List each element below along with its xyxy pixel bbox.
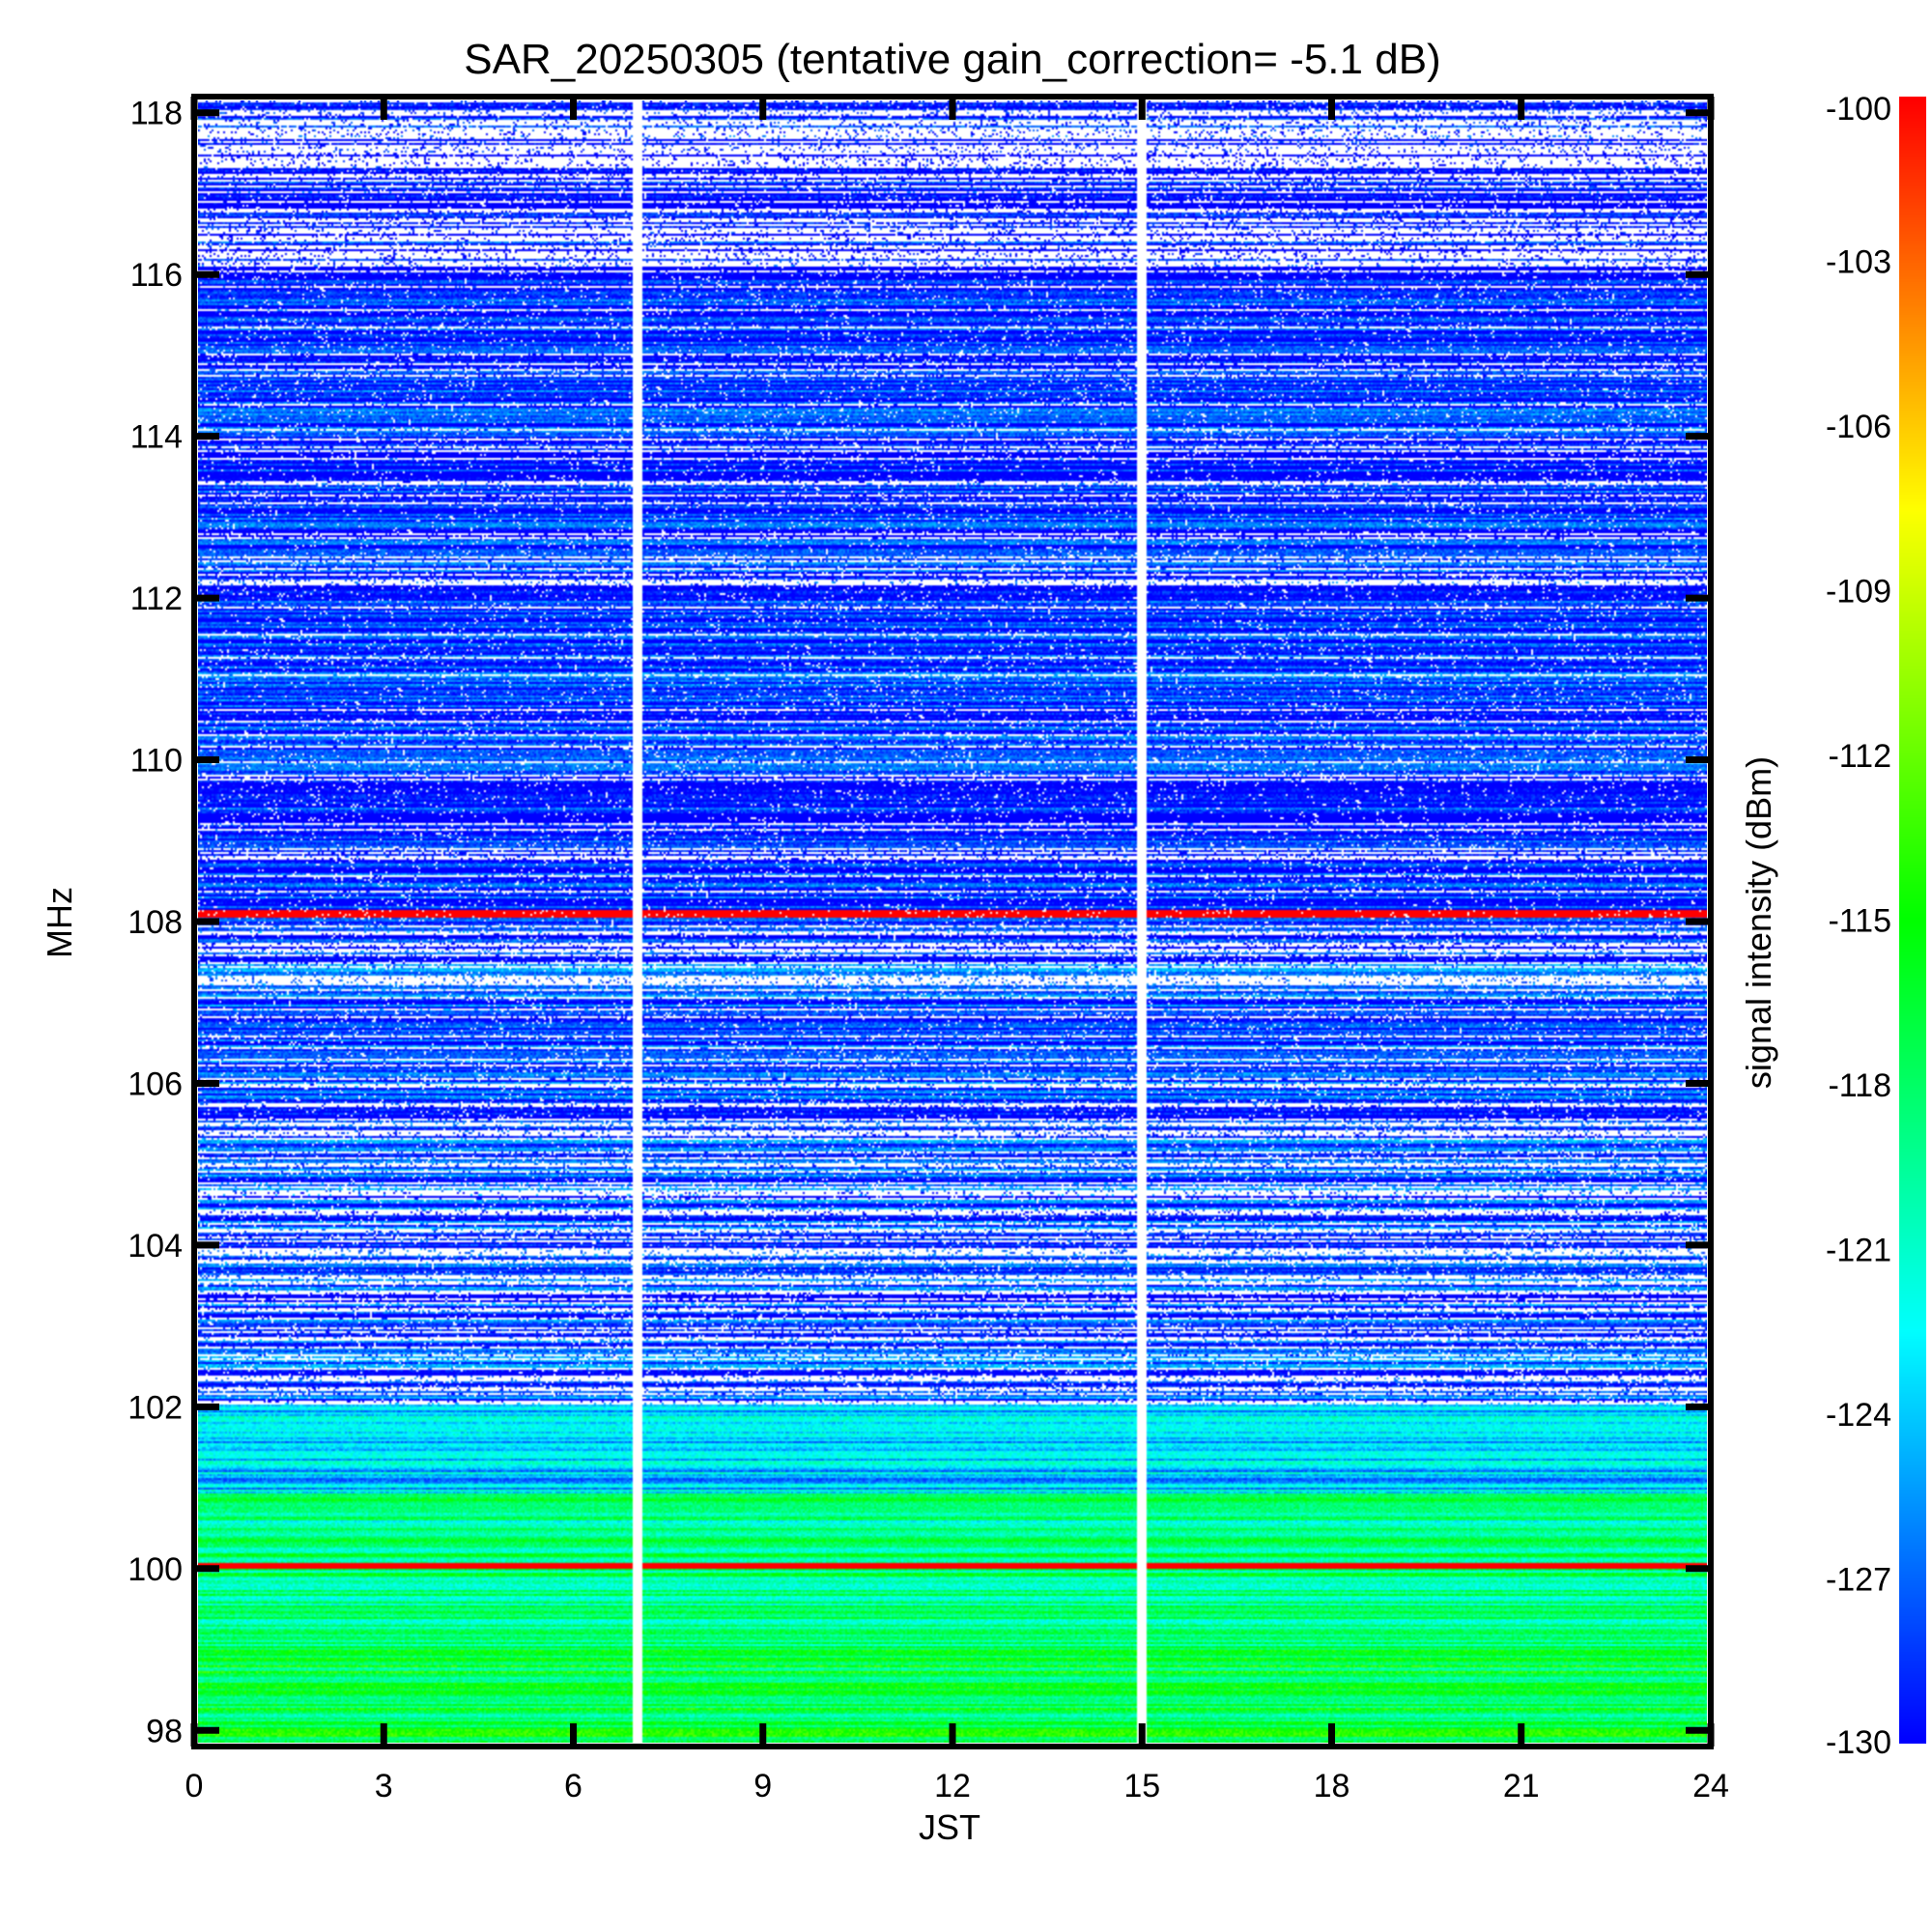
y-tick-label: 104	[128, 1228, 183, 1264]
colorbar-tick-label: -118	[1828, 1067, 1891, 1104]
colorbar-tick-label: -112	[1828, 738, 1891, 775]
x-tick-label: 0	[185, 1768, 204, 1804]
x-tick-label: 9	[753, 1768, 772, 1804]
y-tick-label: 106	[128, 1065, 183, 1102]
spectrogram-heatmap	[198, 100, 1707, 1743]
x-tick-label: 12	[934, 1768, 971, 1804]
y-tick-label: 100	[128, 1551, 183, 1588]
x-axis-ticks: 0 3 6 9 12 15 18 21 24	[185, 97, 1729, 1804]
x-tick-label: 6	[564, 1768, 582, 1804]
colorbar-gradient	[1899, 97, 1926, 1744]
x-tick-label: 3	[375, 1768, 393, 1804]
colorbar-tick-label: -127	[1826, 1562, 1891, 1599]
y-axis-ticks: 98 100 102 104 106 108 110 112 114 116 118	[128, 96, 1711, 1749]
x-tick-label: 21	[1503, 1768, 1540, 1804]
chart-title: SAR_20250305 (tentative gain_correction=…	[464, 36, 1440, 83]
colorbar-tick-label: -124	[1826, 1397, 1891, 1434]
colorbar-tick-label: -106	[1826, 409, 1891, 445]
colorbar-tick-label: -109	[1826, 574, 1891, 611]
y-tick-label: 116	[130, 257, 183, 294]
colorbar-tick-label: -103	[1826, 244, 1891, 281]
y-tick-label: 98	[146, 1713, 183, 1749]
y-axis-label: MHz	[40, 887, 79, 958]
x-tick-label: 15	[1123, 1768, 1160, 1804]
colorbar-tick-label: -100	[1826, 91, 1891, 128]
y-tick-label: 110	[130, 743, 183, 780]
y-tick-label: 108	[128, 904, 183, 941]
colorbar-tick-label: -115	[1828, 903, 1891, 940]
x-tick-label: 24	[1692, 1768, 1729, 1804]
colorbar-tick-label: -130	[1826, 1724, 1891, 1761]
y-tick-label: 112	[130, 581, 183, 617]
plot-frame	[191, 94, 1714, 1749]
colorbar-label: signal intensity (dBm)	[1739, 756, 1778, 1089]
y-tick-label: 114	[130, 419, 183, 456]
colorbar-ticks: -100 -103 -106 -109 -112 -115 -118 -121 -124 -127…	[1826, 91, 1891, 1761]
y-tick-label: 102	[128, 1389, 183, 1426]
x-axis-label: JST	[919, 1807, 980, 1847]
colorbar-tick-label: -121	[1826, 1233, 1891, 1269]
y-tick-label: 118	[130, 96, 183, 132]
x-tick-label: 18	[1314, 1768, 1350, 1804]
